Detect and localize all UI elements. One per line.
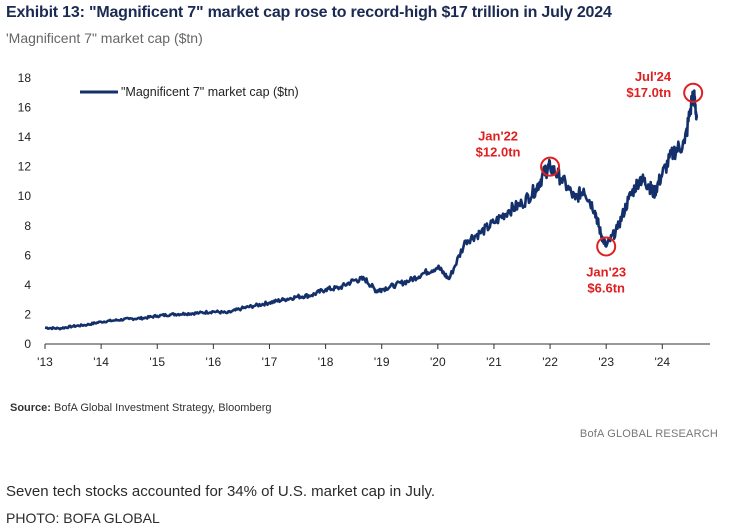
source-label: Source: (10, 402, 51, 414)
x-tick-label: '14 (93, 355, 109, 369)
chart-subtitle: 'Magnificent 7" market cap ($tn) (6, 30, 203, 46)
y-tick-label: 18 (18, 71, 32, 85)
x-tick-label: '16 (206, 355, 222, 369)
chart-legend: "Magnificent 7" market cap ($tn) (80, 85, 299, 99)
brand-footer: BofA GLOBAL RESEARCH (579, 428, 718, 440)
annotation-value: $12.0tn (476, 145, 521, 160)
annotation-value: $6.6tn (587, 280, 625, 295)
x-tick-label: '19 (374, 355, 390, 369)
x-tick-label: '21 (486, 355, 502, 369)
article-caption: Seven tech stocks accounted for 34% of U… (6, 483, 436, 500)
annotation-date: Jul'24 (635, 69, 672, 84)
chart-series (44, 89, 699, 331)
x-tick-label: '13 (37, 355, 53, 369)
annotation-date: Jan'22 (478, 129, 518, 144)
legend-label: "Magnificent 7" market cap ($tn) (121, 85, 299, 99)
y-tick-label: 16 (18, 101, 32, 115)
x-tick-label: '17 (262, 355, 278, 369)
annotation-value: $17.0tn (626, 85, 671, 100)
x-tick-label: '15 (149, 355, 165, 369)
chart-axes: 0 2 4 6 8 10 12 14 16 18 '13 '14 '15 '16 '17 '18 '19 '20 '… (18, 71, 710, 369)
y-tick-label: 12 (18, 160, 32, 174)
annotation-date: Jan'23 (586, 264, 626, 279)
chart-title: Exhibit 13: "Magnificent 7" market cap r… (6, 4, 612, 21)
source-text: BofA Global Investment Strategy, Bloombe… (50, 402, 272, 414)
y-tick-label: 0 (24, 337, 31, 351)
y-tick-label: 4 (24, 278, 31, 292)
y-tick-label: 10 (18, 189, 32, 203)
x-tick-label: '20 (430, 355, 446, 369)
y-tick-label: 2 (24, 307, 31, 321)
annotation-circle (596, 236, 617, 257)
x-tick-label: '23 (598, 355, 614, 369)
line-chart: 0 2 4 6 8 10 12 14 16 18 '13 '14 '15 '16 '17 '18 '19 '20 '… (18, 69, 710, 369)
annotation-circle (540, 156, 561, 177)
source-note: Source: BofA Global Investment Strategy,… (10, 402, 272, 414)
x-tick-label: '24 (654, 355, 670, 369)
photo-credit: PHOTO: BOFA GLOBAL (6, 510, 160, 526)
market-cap-line (44, 89, 699, 331)
y-tick-label: 8 (24, 219, 31, 233)
y-tick-label: 6 (24, 248, 31, 262)
annotation-circle (683, 82, 704, 103)
chart-annotations: Jan'22$12.0tn Jan'23$6.6tn Jul'24$17.0tn (476, 69, 704, 295)
exhibit-frame: Exhibit 13: "Magnificent 7" market cap r… (6, 4, 718, 440)
x-tick-label: '22 (542, 355, 558, 369)
y-tick-label: 14 (18, 130, 32, 144)
x-tick-label: '18 (318, 355, 334, 369)
